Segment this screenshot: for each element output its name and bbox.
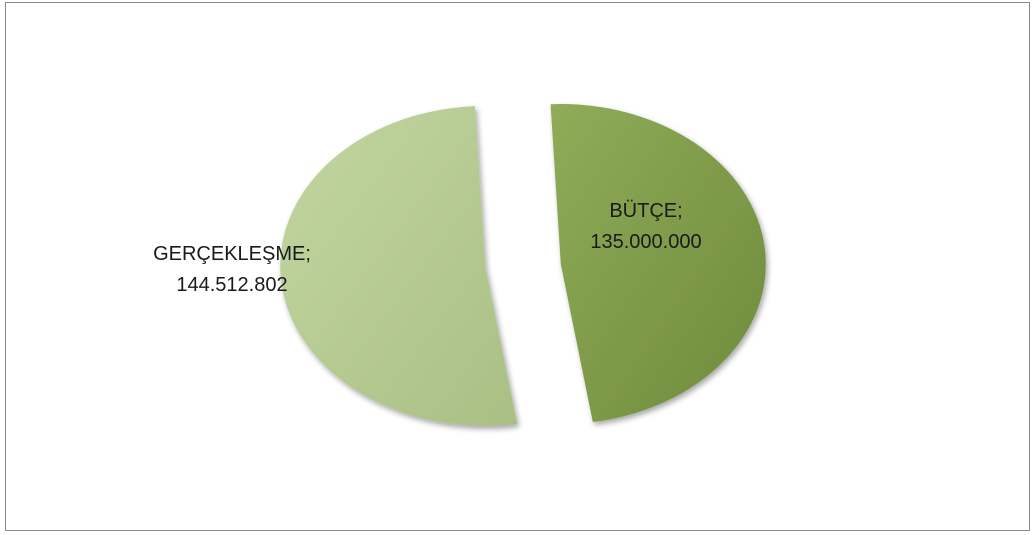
slice-label-gerceklesme-value: 144.512.802 — [176, 274, 287, 296]
pie-slice-gerceklesme — [280, 106, 518, 426]
slice-label-gerceklesme-name: GERÇEKLEŞME; — [153, 243, 311, 265]
slice-label-butce-name: BÜTÇE; — [609, 200, 682, 222]
slice-label-butce-value: 135.000.000 — [590, 231, 701, 253]
chart-border — [5, 2, 1030, 531]
pie-slice-butce — [550, 104, 766, 423]
